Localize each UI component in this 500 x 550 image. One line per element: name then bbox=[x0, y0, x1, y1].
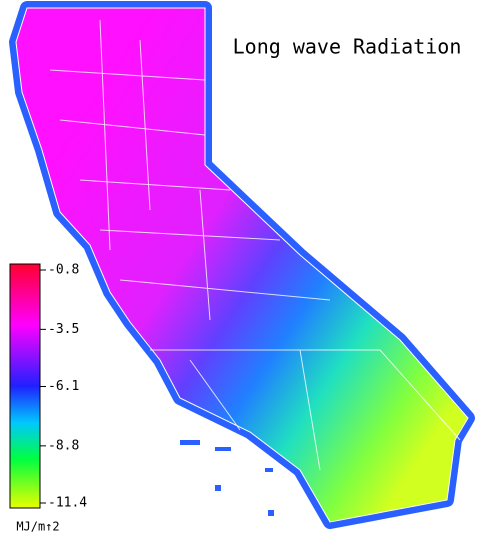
islands bbox=[180, 440, 274, 516]
california-map bbox=[9, 1, 475, 529]
colorbar-gradient bbox=[9, 263, 41, 509]
colorbar-tick-label: -0.8 bbox=[48, 263, 79, 278]
colorbar: -0.8 -3.5 -6.1 -8.8 -11.4 bbox=[9, 263, 87, 511]
county-lines bbox=[49, 19, 461, 471]
colorbar-tick-label: -6.1 bbox=[48, 379, 79, 394]
colorbar-tick-label: -8.8 bbox=[48, 438, 79, 453]
colorbar-tick-label: -3.5 bbox=[48, 322, 79, 337]
map-title: Long wave Radiation bbox=[233, 35, 462, 59]
colorbar-tick-label: -11.4 bbox=[48, 496, 87, 511]
state-shape-fill bbox=[15, 7, 469, 523]
colorbar-unit: MJ/m↑2 bbox=[16, 520, 59, 534]
